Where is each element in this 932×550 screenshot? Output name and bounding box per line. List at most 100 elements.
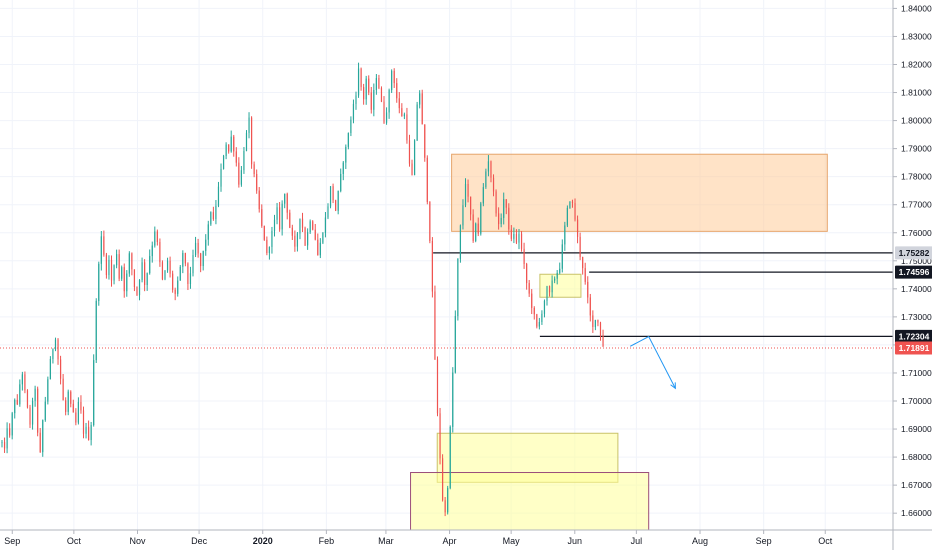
candle-body bbox=[194, 242, 197, 255]
candle-body bbox=[408, 140, 411, 164]
candle-body bbox=[421, 93, 423, 125]
candle-body bbox=[380, 88, 383, 102]
candle-body bbox=[548, 286, 551, 293]
candle-body bbox=[365, 78, 367, 100]
candle-body bbox=[327, 206, 329, 218]
candle-body bbox=[146, 273, 148, 285]
candle-body bbox=[472, 214, 474, 241]
candle-body bbox=[19, 384, 21, 405]
candle-body bbox=[128, 253, 130, 274]
candle-body bbox=[556, 272, 558, 279]
candle-body bbox=[212, 212, 214, 220]
y-tick-label: 1.79000 bbox=[901, 144, 932, 154]
candle-body bbox=[37, 388, 39, 433]
candle-body bbox=[447, 488, 449, 513]
candle-body bbox=[276, 207, 278, 220]
supply-zone bbox=[451, 153, 828, 232]
candle-body bbox=[85, 426, 87, 434]
y-tick-label: 1.81000 bbox=[901, 88, 932, 98]
candle-body bbox=[220, 169, 222, 187]
candle-body bbox=[136, 286, 138, 296]
candle-body bbox=[289, 212, 291, 228]
candle-body bbox=[492, 177, 495, 192]
candle-body bbox=[309, 221, 311, 233]
candle-body bbox=[286, 193, 288, 213]
candle-body bbox=[312, 221, 314, 230]
candle-body bbox=[528, 283, 530, 294]
x-tick-label: Sep bbox=[4, 536, 20, 546]
candle-body bbox=[141, 262, 143, 280]
candle-body bbox=[90, 425, 92, 441]
candle-body bbox=[169, 260, 171, 274]
candle-body bbox=[273, 219, 276, 231]
candle-body bbox=[291, 227, 293, 236]
candle-body bbox=[210, 212, 212, 225]
y-tick-label: 1.77000 bbox=[901, 200, 932, 210]
x-tick-label: Dec bbox=[191, 536, 208, 546]
candle-body bbox=[370, 92, 372, 110]
candle-body bbox=[126, 273, 128, 292]
candle-body bbox=[123, 267, 125, 292]
candle-body bbox=[413, 140, 416, 176]
candle-body bbox=[110, 259, 113, 281]
candle-body bbox=[454, 316, 456, 373]
candle-body bbox=[202, 250, 204, 267]
y-tick-label: 1.84000 bbox=[901, 3, 932, 13]
candle-body bbox=[301, 218, 304, 228]
candle-body bbox=[322, 232, 324, 243]
candle-body bbox=[240, 170, 242, 185]
candle-body bbox=[314, 229, 316, 240]
price-tag bbox=[895, 265, 932, 279]
candle-body bbox=[182, 252, 184, 267]
grid bbox=[0, 0, 893, 530]
candle-body bbox=[373, 89, 375, 110]
candle-body bbox=[587, 281, 589, 298]
candle-body bbox=[304, 227, 306, 246]
price-tag-label: 1.74596 bbox=[899, 267, 930, 277]
candle-body bbox=[396, 83, 398, 99]
candle-body bbox=[398, 98, 400, 109]
candle-body bbox=[332, 186, 334, 201]
candle-body bbox=[299, 218, 301, 234]
candle-body bbox=[118, 254, 120, 279]
candle-body bbox=[436, 359, 439, 414]
candle-body bbox=[205, 239, 207, 251]
x-tick-label: May bbox=[503, 536, 521, 546]
candle-body bbox=[77, 401, 80, 423]
candle-body bbox=[444, 500, 446, 513]
levels bbox=[0, 252, 893, 349]
candle-body bbox=[296, 233, 299, 247]
candle-body bbox=[179, 266, 181, 281]
candle-body bbox=[383, 101, 385, 123]
candle-body bbox=[154, 231, 156, 246]
candle-body bbox=[87, 426, 90, 441]
candle-body bbox=[54, 339, 57, 350]
candle-body bbox=[470, 196, 472, 215]
candle-body bbox=[347, 133, 349, 147]
y-tick-label: 1.76000 bbox=[901, 228, 932, 238]
candle-body bbox=[192, 254, 194, 274]
candle-body bbox=[439, 413, 441, 459]
price-tags: 1.75282 1.74596 1.72304 1.71891 bbox=[895, 246, 932, 355]
current-price-label: 1.71891 bbox=[899, 343, 930, 353]
candle-body bbox=[345, 146, 347, 163]
candle-body bbox=[592, 315, 594, 327]
candle-body bbox=[42, 420, 44, 453]
candle-body bbox=[138, 279, 141, 296]
candle-body bbox=[245, 132, 248, 151]
y-tick-label: 1.69000 bbox=[901, 424, 932, 434]
candle-body bbox=[503, 199, 505, 218]
x-tick-label: Aug bbox=[692, 536, 708, 546]
candle-body bbox=[159, 242, 161, 263]
candle-body bbox=[225, 144, 227, 156]
candle-body bbox=[388, 90, 390, 113]
candle-body bbox=[174, 289, 176, 294]
x-tick-label: 2020 bbox=[253, 536, 273, 546]
candle-body bbox=[238, 162, 240, 185]
candle-body bbox=[1, 442, 3, 444]
candle-body bbox=[256, 174, 258, 191]
candle-body bbox=[569, 201, 571, 208]
